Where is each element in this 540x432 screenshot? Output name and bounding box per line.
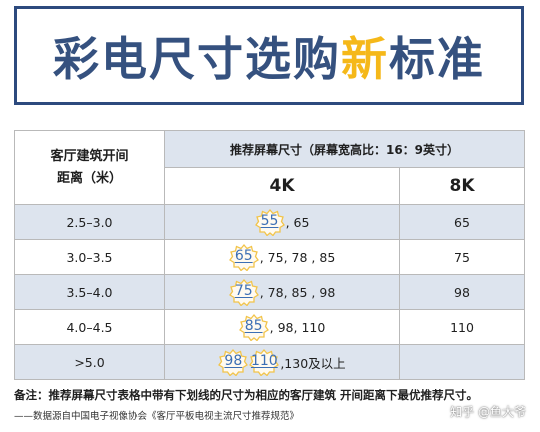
size-4k-cell: 55 , 65	[164, 204, 400, 240]
recommended-size-value: 55	[260, 212, 279, 229]
distance-cell: >5.0	[14, 344, 165, 380]
recommended-size-badge: 98	[218, 348, 249, 376]
title-highlight: 新	[341, 31, 389, 86]
size-4k-cell: 75 , 78, 85 , 98	[164, 274, 400, 310]
size-4k-cell: 85 , 98, 110	[164, 309, 400, 345]
source-citation: ——数据源自中国电子视像协会《客厅平板电视主流尺寸推荐规范》	[14, 411, 300, 422]
header-recommend: 推荐屏幕尺寸（屏幕宽高比：16：9英寸）	[164, 130, 525, 168]
recommended-size-value: 110	[250, 352, 278, 369]
footnote: 备注：推荐屏幕尺寸表格中带有下划线的尺寸为相应的客厅建筑 开间距离下最优推荐尺寸…	[14, 388, 478, 402]
recommended-size-badge: 75	[228, 278, 259, 306]
recommended-size-value: 98	[224, 352, 243, 369]
table-row: 4.0–4.5 85 , 98, 110 110	[14, 309, 525, 345]
title-main: 彩电尺寸选购	[53, 31, 341, 86]
size-8k-cell: 110	[399, 309, 525, 345]
size-4k-cell: 98 110,130及以上	[164, 344, 400, 380]
size-table: 客厅建筑开间 距离（米） 推荐屏幕尺寸（屏幕宽高比：16：9英寸） 4K 8K …	[14, 130, 525, 380]
size-4k-cell: 65 , 75, 78 , 85	[164, 239, 400, 275]
recommended-size-badge: 65	[228, 243, 259, 271]
size-8k-cell	[399, 344, 525, 380]
header-distance: 客厅建筑开间 距离（米）	[14, 130, 165, 205]
header-4k: 4K	[164, 167, 400, 205]
title-banner: 彩电尺寸选购新标准	[14, 6, 524, 105]
header-8k: 8K	[399, 167, 525, 205]
table-row: >5.0 98 110,130及以上	[14, 344, 525, 380]
recommended-size-value: 75	[234, 282, 253, 299]
distance-cell: 3.0–3.5	[14, 239, 165, 275]
distance-cell: 4.0–4.5	[14, 309, 165, 345]
other-sizes-4k: , 75, 78 , 85	[259, 249, 336, 265]
size-8k-cell: 98	[399, 274, 525, 310]
other-sizes-4k: ,130及以上	[280, 355, 346, 371]
distance-cell: 2.5–3.0	[14, 204, 165, 240]
watermark: 知乎 @鱼大爷	[450, 405, 526, 419]
recommended-size-value: 65	[234, 247, 253, 264]
title-end: 标准	[389, 31, 485, 86]
header-distance-line2: 距离（米）	[56, 170, 122, 186]
other-sizes-4k: , 98, 110	[269, 319, 326, 335]
table-row: 3.5–4.0 75 , 78, 85 , 98 98	[14, 274, 525, 310]
recommended-size-badge: 55	[254, 208, 285, 236]
size-8k-cell: 65	[399, 204, 525, 240]
other-sizes-4k: , 65	[285, 214, 310, 230]
recommended-size-value: 85	[244, 317, 263, 334]
other-sizes-4k: , 78, 85 , 98	[259, 284, 336, 300]
size-8k-cell: 75	[399, 239, 525, 275]
page-title: 彩电尺寸选购新标准	[53, 23, 485, 89]
table-row: 3.0–3.5 65 , 75, 78 , 85 75	[14, 239, 525, 275]
recommended-size-badge: 85	[238, 313, 269, 341]
recommended-size-badge: 110	[249, 348, 280, 376]
distance-cell: 3.5–4.0	[14, 274, 165, 310]
table-row: 2.5–3.0 55 , 65 65	[14, 204, 525, 240]
header-distance-line1: 客厅建筑开间	[50, 148, 129, 164]
table-body: 2.5–3.0 55, 65 65 3.0–3.5 65, 75, 78 , 85 75 3…	[14, 204, 525, 380]
